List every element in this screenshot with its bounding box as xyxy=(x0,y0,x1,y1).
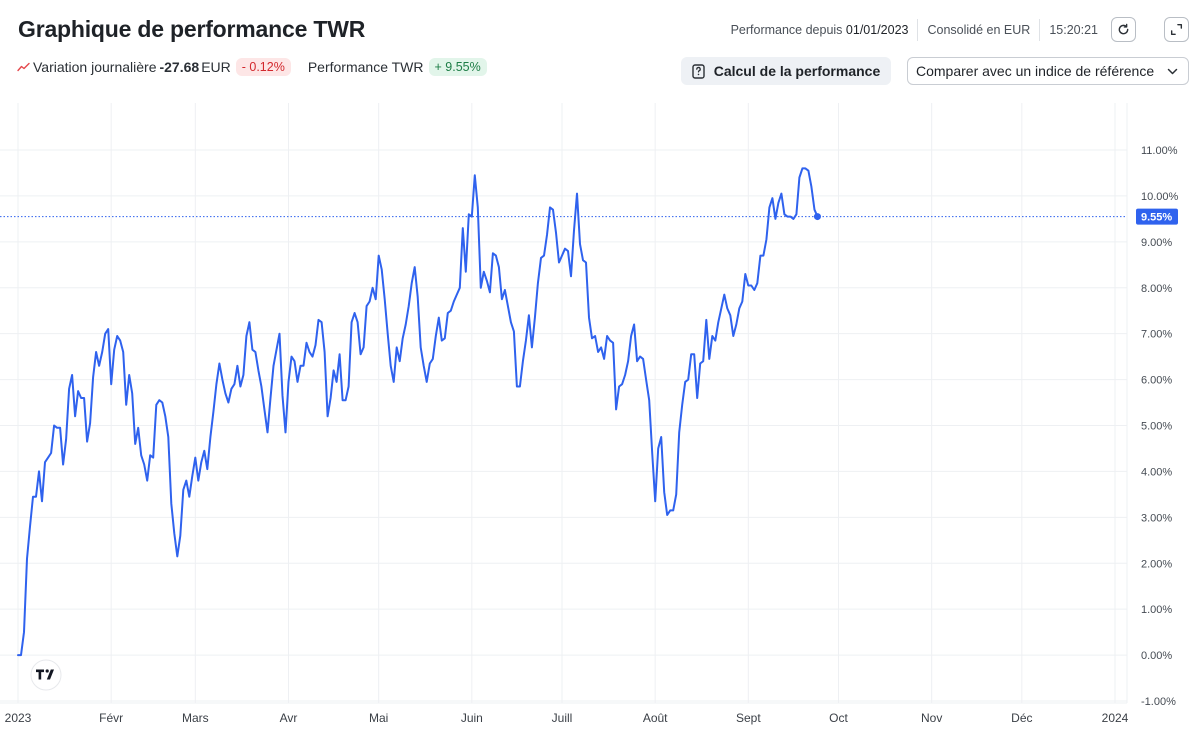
y-tick-label: 7.00% xyxy=(1141,329,1172,341)
performance-since-label: Performance depuis xyxy=(730,22,843,37)
x-tick-label: Déc xyxy=(1011,711,1032,725)
benchmark-select-value: Comparer avec un indice de référence xyxy=(916,63,1155,79)
page-title: Graphique de performance TWR xyxy=(18,16,366,42)
x-tick-label: Nov xyxy=(921,711,942,725)
x-tick-label: Août xyxy=(643,711,668,725)
y-tick-label: 9.00% xyxy=(1141,237,1172,249)
performance-calculation-button[interactable]: Calcul de la performance xyxy=(681,57,891,85)
expand-icon xyxy=(1170,23,1183,36)
chevron-down-icon xyxy=(1167,68,1178,74)
performance-chart[interactable]: 11.00% 10.00% 9.00% 8.00% 7.00% 6.00% 5.00% 4.0… xyxy=(0,103,1201,733)
y-tick-label: 5.00% xyxy=(1141,421,1172,433)
y-tick-label: 8.00% xyxy=(1141,283,1172,295)
chart-svg: 11.00% 10.00% 9.00% 8.00% 7.00% 6.00% 5.00% 4.0… xyxy=(0,103,1179,725)
y-tick-label: 11.00% xyxy=(1141,145,1178,157)
performance-summary: Variation journalière -27.68 EUR - 0.12%… xyxy=(17,58,487,76)
header-meta: Performance depuis 01/01/2023 Consolidé … xyxy=(722,17,1189,42)
y-axis: 11.00% 10.00% 9.00% 8.00% 7.00% 6.00% 5.00% 4.0… xyxy=(1141,145,1179,708)
y-tick-label: 2.00% xyxy=(1141,558,1172,570)
x-tick-label: 2023 xyxy=(5,711,32,725)
daily-variation-value: -27.68 xyxy=(159,59,200,75)
trend-up-icon xyxy=(17,62,30,72)
performance-since-date: 01/01/2023 xyxy=(845,22,909,37)
last-update-time: 15:20:21 xyxy=(1049,22,1098,37)
y-tick-label: 3.00% xyxy=(1141,512,1172,524)
last-value-label: 9.55% xyxy=(1141,212,1172,224)
daily-variation-label: Variation journalière xyxy=(33,59,157,75)
x-tick-label: Mai xyxy=(369,711,388,725)
x-tick-label: Juill xyxy=(552,711,573,725)
y-tick-label: 1.00% xyxy=(1141,604,1172,616)
tradingview-logo xyxy=(30,659,62,691)
last-value-tag-bg xyxy=(1136,208,1178,225)
daily-variation-currency: EUR xyxy=(201,59,231,75)
performance-calculation-label: Calcul de la performance xyxy=(713,63,881,79)
x-axis: 2023 Févr Mars Avr Mai Juin Juill Août Sept Oct No… xyxy=(5,711,1129,725)
refresh-icon xyxy=(1118,23,1129,35)
consolidated-currency: Consolidé en EUR xyxy=(918,18,1041,41)
x-tick-label: Oct xyxy=(829,711,848,725)
performance-since: Performance depuis 01/01/2023 xyxy=(722,18,919,41)
x-tick-label: 2024 xyxy=(1102,711,1129,725)
twr-performance-label: Performance TWR xyxy=(307,59,424,75)
twr-performance-badge: + 9.55% xyxy=(428,58,487,76)
y-tick-label: 10.00% xyxy=(1141,191,1179,203)
help-document-icon xyxy=(692,63,705,79)
y-tick-label: 6.00% xyxy=(1141,375,1172,387)
x-tick-label: Avr xyxy=(280,711,298,725)
y-tick-label: -1.00% xyxy=(1141,696,1176,708)
refresh-button[interactable] xyxy=(1111,17,1136,42)
y-tick-label: 0.00% xyxy=(1141,650,1172,662)
last-value-point xyxy=(813,213,821,221)
x-tick-label: Sept xyxy=(736,711,761,725)
x-tick-label: Févr xyxy=(99,711,123,725)
benchmark-select[interactable]: Comparer avec un indice de référence xyxy=(907,57,1189,85)
chart-grid xyxy=(0,103,1128,704)
fullscreen-button[interactable] xyxy=(1164,17,1189,42)
twr-series-line xyxy=(17,167,819,657)
daily-variation-badge: - 0.12% xyxy=(235,58,291,76)
last-value-tag: 9.55% xyxy=(1136,208,1178,225)
x-tick-label: Mars xyxy=(182,711,209,725)
x-tick-label: Juin xyxy=(461,711,483,725)
y-tick-label: 4.00% xyxy=(1141,466,1172,478)
